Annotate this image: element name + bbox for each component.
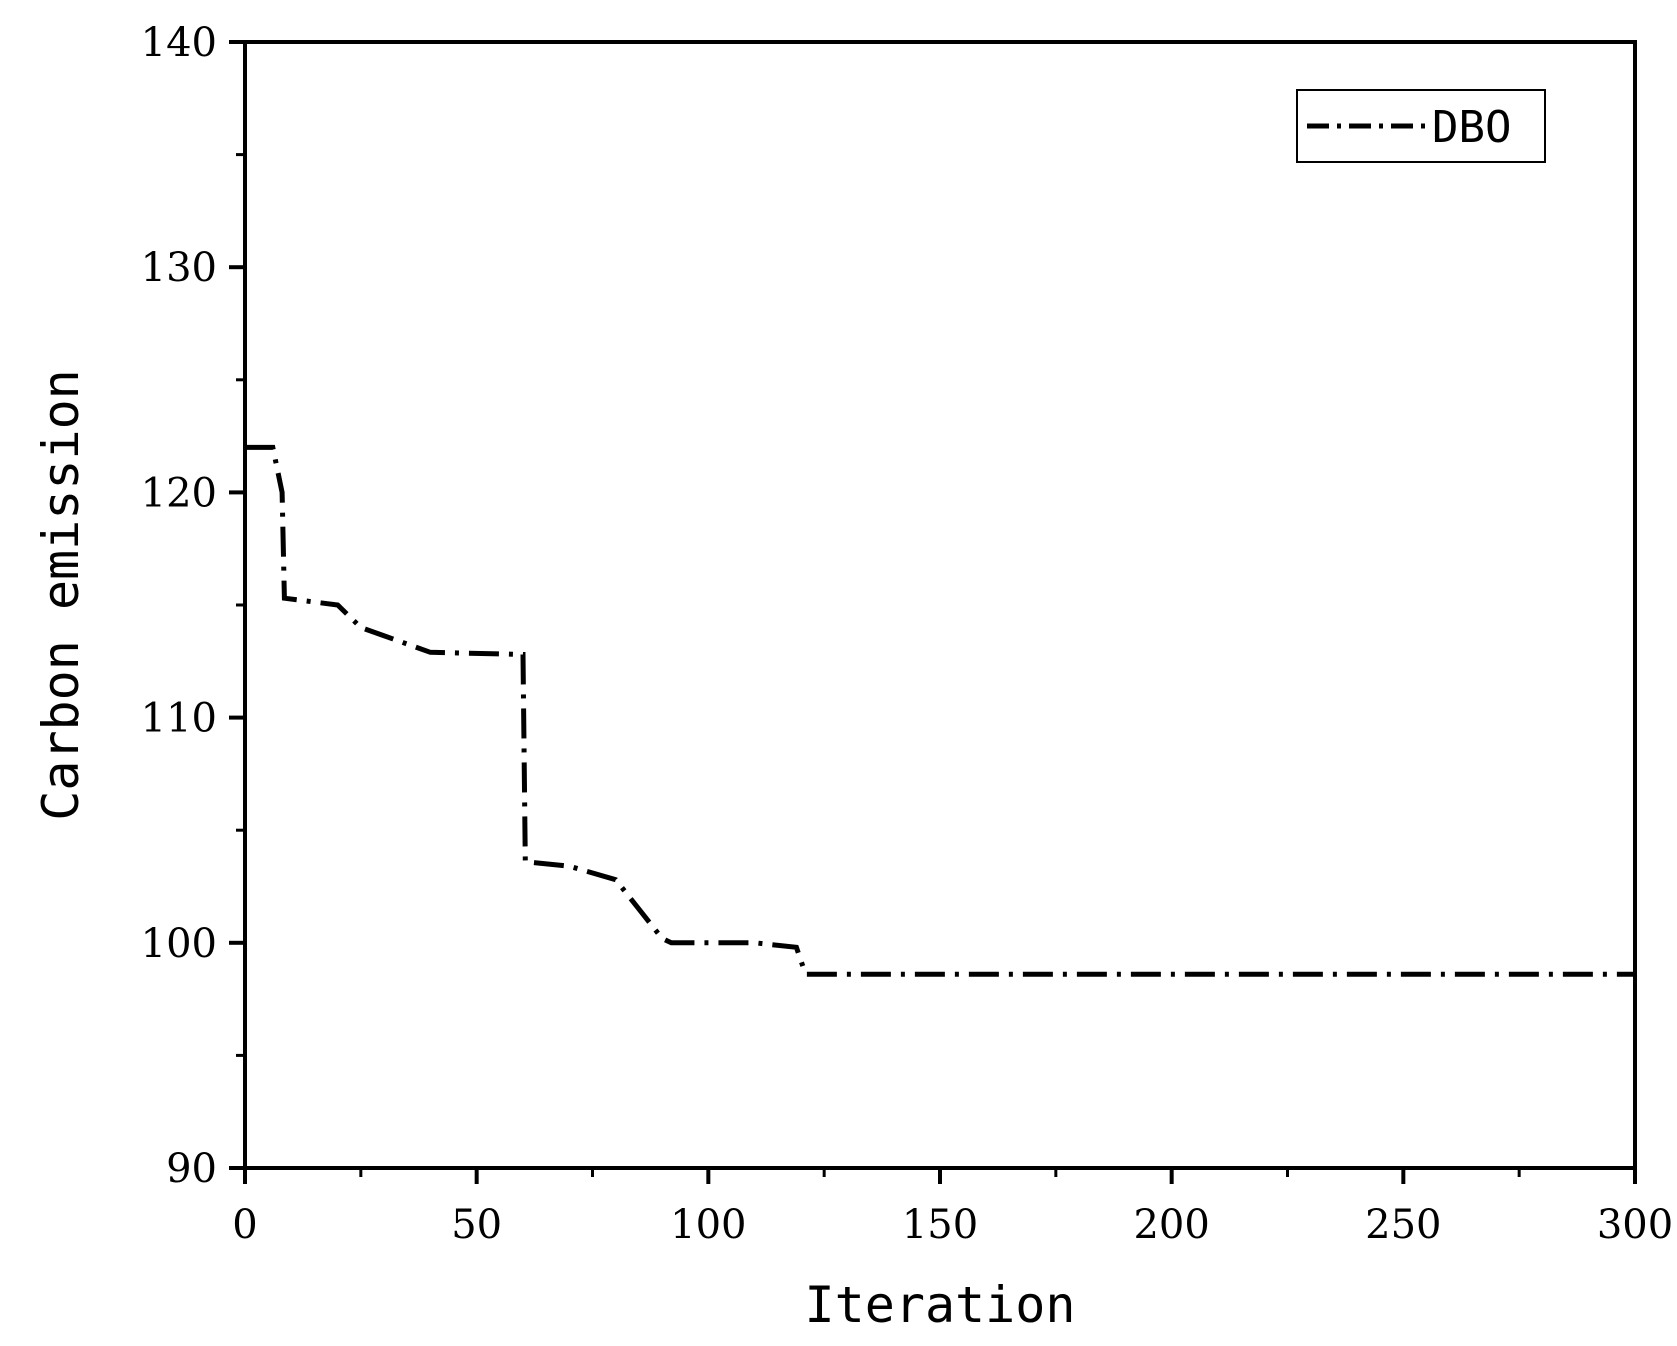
x-tick-label: 100 bbox=[670, 1202, 746, 1248]
x-tick-label: 150 bbox=[902, 1202, 978, 1248]
y-tick-label: 120 bbox=[141, 470, 217, 516]
series-layer bbox=[245, 444, 1635, 977]
plot-border bbox=[243, 40, 1637, 1170]
x-tick-label: 50 bbox=[451, 1202, 502, 1248]
x-tick-label: 200 bbox=[1133, 1202, 1209, 1248]
y-tick-label: 140 bbox=[141, 20, 217, 66]
x-tick-label: 250 bbox=[1365, 1202, 1441, 1248]
x-axis-title: Iteration bbox=[805, 1276, 1076, 1334]
y-tick-label: 110 bbox=[141, 696, 217, 742]
y-axis: 90 100 110 120 130 140 bbox=[141, 20, 245, 1192]
x-tick-label: 0 bbox=[232, 1202, 257, 1248]
series-line-dbo bbox=[245, 444, 1635, 977]
plot-frame bbox=[243, 40, 1637, 1170]
y-axis-title: Carbon emission bbox=[32, 369, 90, 821]
y-tick-label: 130 bbox=[141, 245, 217, 291]
x-tick-label: 300 bbox=[1597, 1202, 1673, 1248]
legend: DBO bbox=[1296, 89, 1546, 163]
x-axis: 0 50 100 150 200 250 300 bbox=[232, 1168, 1673, 1248]
legend-label-dbo: DBO bbox=[1432, 102, 1511, 153]
y-tick-label: 90 bbox=[166, 1146, 217, 1192]
y-tick-label: 100 bbox=[141, 921, 217, 967]
